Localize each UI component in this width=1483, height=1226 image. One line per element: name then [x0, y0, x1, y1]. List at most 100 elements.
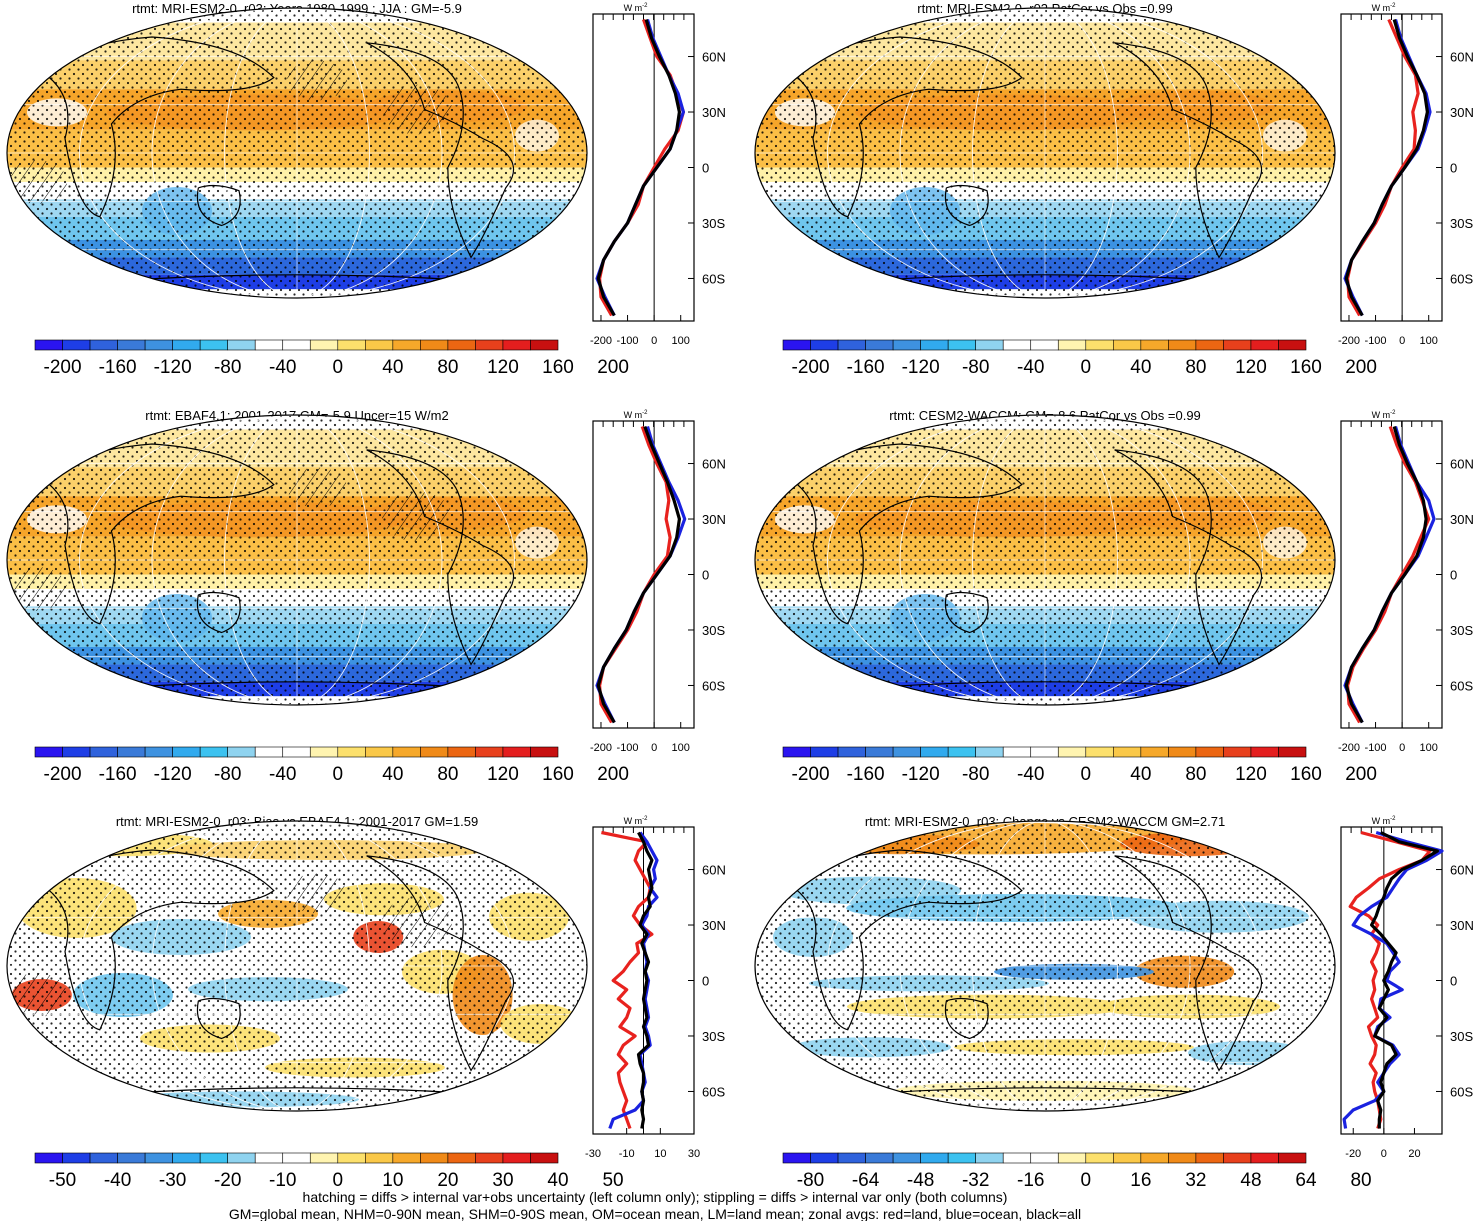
colorbar-label: 0 — [1081, 357, 1092, 378]
colorbar-box — [365, 1152, 394, 1164]
map-meridian — [224, 415, 370, 705]
colorbar-label: 0 — [333, 357, 344, 378]
colorbar-box — [365, 339, 394, 351]
zonal-frame — [1340, 13, 1443, 322]
zonal-unit-label: W m-2 — [1372, 3, 1396, 13]
zonal-unit-exponent: -2 — [1390, 3, 1396, 9]
colorbar-label: -200 — [44, 764, 82, 785]
zonal-lat-label: 30N — [702, 512, 726, 527]
zonal-x-tick-label: 30 — [688, 1148, 700, 1160]
map-field — [755, 8, 1335, 298]
colorbar-box — [420, 1152, 449, 1164]
colorbar-box — [117, 1152, 146, 1164]
zonal-unit-exponent: -2 — [1390, 816, 1396, 822]
map-meridian — [899, 8, 1191, 298]
colorbar-box — [1113, 339, 1142, 351]
zonal-x-tick-label: -100 — [1365, 335, 1387, 347]
map-meridian — [79, 8, 515, 298]
colorbar-label: -160 — [99, 357, 137, 378]
panel-1: rtmt: MRI-ESM2-0_r03: Years 1980-1999 : … — [6, 1, 726, 378]
colorbar-label: 0 — [1081, 1170, 1092, 1191]
zonal-all-line — [1369, 831, 1440, 1129]
colorbar-box — [282, 1152, 311, 1164]
map-hatching — [7, 567, 67, 611]
colorbar-box — [1278, 1152, 1307, 1164]
map-coastline — [122, 1087, 472, 1095]
zonal-x-tick-label: -10 — [619, 1148, 635, 1160]
zonal-lat-label: 60S — [702, 271, 725, 286]
zonal-x-tick-label: -30 — [585, 1148, 601, 1160]
colorbar-box — [1278, 746, 1307, 758]
colorbar-box — [892, 1152, 921, 1164]
colorbar-label: 160 — [542, 764, 574, 785]
zonal-unit-label: W m-2 — [1372, 410, 1396, 420]
colorbar-label: 160 — [1290, 357, 1322, 378]
zonal-ocean-line — [1343, 426, 1436, 724]
colorbar-box — [392, 746, 421, 758]
colorbar-box — [502, 746, 531, 758]
map-field — [7, 415, 587, 705]
colorbar-box — [34, 746, 63, 758]
map-meridian — [827, 415, 1263, 705]
zonal-x-tick-label: 100 — [672, 335, 690, 347]
colorbar-box — [475, 1152, 504, 1164]
zonal-lat-label: 30S — [702, 216, 725, 231]
colorbar-box — [475, 339, 504, 351]
zonal-x-tick-label: -200 — [1338, 335, 1360, 347]
colorbar-box — [1030, 339, 1059, 351]
colorbar-label: 40 — [1130, 357, 1151, 378]
colorbar-box — [117, 339, 146, 351]
zonal-x-tick-label: -200 — [1338, 742, 1360, 754]
zonal-x-tick-label: 100 — [1420, 742, 1438, 754]
colorbar-box — [865, 746, 894, 758]
zonal-x-tick-label: 0 — [651, 742, 657, 754]
colorbar-box — [337, 746, 366, 758]
zonal-lat-label: 30N — [1450, 918, 1474, 933]
colorbar-box — [502, 1152, 531, 1164]
colorbar-box — [1057, 1152, 1087, 1164]
map-coastline — [789, 849, 1023, 1031]
zonal-ocean-line — [1343, 19, 1432, 317]
colorbar-label: 0 — [1081, 764, 1092, 785]
zonal-all-line — [636, 831, 654, 1129]
zonal-lat-label: 30S — [1450, 1029, 1473, 1044]
colorbar-box — [1085, 1152, 1114, 1164]
map-meridian — [151, 415, 443, 705]
colorbar-label: 40 — [547, 1170, 568, 1191]
colorbar-box — [172, 1152, 201, 1164]
colorbar-box — [1223, 746, 1252, 758]
colorbar-box — [920, 1152, 949, 1164]
colorbar-label: 10 — [382, 1170, 403, 1191]
colorbar-box — [530, 339, 559, 351]
colorbar-label: 64 — [1295, 1170, 1317, 1191]
map-outline — [6, 7, 588, 299]
zonal-lat-label: 0 — [1450, 161, 1457, 176]
zonal-ocean-line — [595, 19, 686, 317]
map-hatching — [287, 60, 347, 101]
colorbar-box — [1195, 746, 1224, 758]
colorbar-label: -120 — [154, 357, 192, 378]
colorbar-label: 80 — [437, 764, 458, 785]
zonal-lat-label: 60S — [702, 678, 725, 693]
panel-4: rtmt: CESM2-WACCM: GM=-8.6 PatCor vs Obs… — [754, 408, 1474, 785]
zonal-x-tick-label: 0 — [1381, 1148, 1387, 1160]
zonal-x-tick-label: 0 — [1399, 335, 1405, 347]
zonal-lat-label: 30N — [1450, 105, 1474, 120]
colorbar-box — [1002, 339, 1032, 351]
colorbar-label: 120 — [487, 764, 519, 785]
colorbar-box — [447, 746, 476, 758]
map-outline — [6, 414, 588, 706]
colorbar-box — [1085, 746, 1114, 758]
colorbar-box — [199, 1152, 228, 1164]
colorbar-label: 200 — [597, 357, 629, 378]
zonal-lat-label: 30S — [1450, 216, 1473, 231]
map-coastline — [196, 184, 241, 227]
colorbar-label: 80 — [1185, 357, 1206, 378]
colorbar-label: -160 — [99, 764, 137, 785]
colorbar-label: -30 — [159, 1170, 186, 1191]
map-field — [7, 821, 587, 1111]
colorbar-label: 80 — [1350, 1170, 1371, 1191]
zonal-x-tick-label: -20 — [1345, 1148, 1361, 1160]
colorbar-box — [89, 746, 118, 758]
